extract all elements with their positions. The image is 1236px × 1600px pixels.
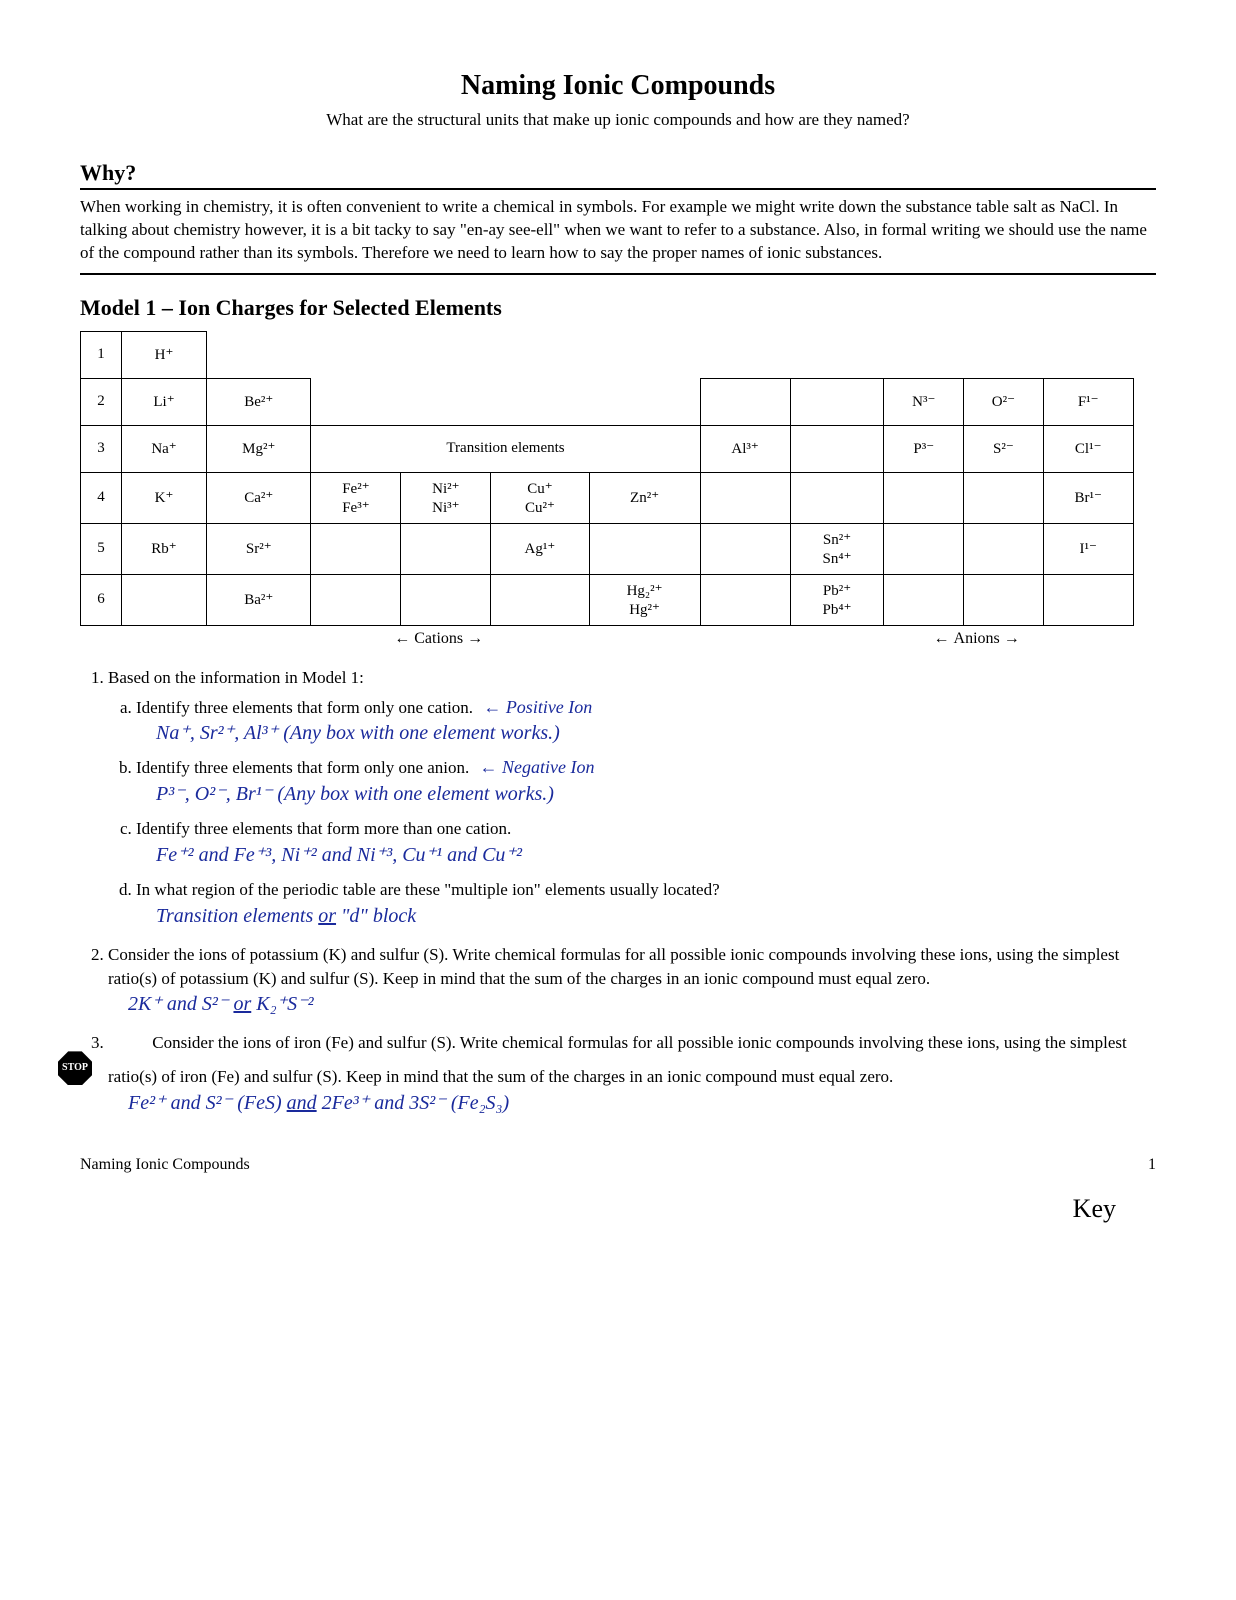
page-title: Naming Ionic Compounds bbox=[80, 70, 1156, 102]
footer-left: Naming Ionic Compounds bbox=[80, 1156, 250, 1174]
q3-answer: Fe²⁺ and S²⁻ (FeS) and 2Fe³⁺ and 3S²⁻ (F… bbox=[128, 1091, 1156, 1116]
q1b-answer: P³⁻, O²⁻, Br¹⁻ (Any box with one element… bbox=[156, 782, 1156, 807]
why-heading: Why? bbox=[80, 160, 1156, 190]
cations-anions-labels: Cations Anions bbox=[80, 630, 1156, 648]
ion-table: 1H⁺2Li⁺Be²⁺N³⁻O²⁻F¹⁻3Na⁺Mg²⁺Transition e… bbox=[80, 331, 1156, 626]
footer-right: 1 bbox=[1148, 1156, 1156, 1174]
q1b-note: ← Negative Ion bbox=[480, 757, 595, 777]
subtitle: What are the structural units that make … bbox=[80, 110, 1156, 130]
q1a: Identify three elements that form only o… bbox=[136, 698, 473, 717]
q2-answer: 2K⁺ and S²⁻ or K₂⁺S⁻² bbox=[128, 992, 1156, 1017]
q1a-answer: Na⁺, Sr²⁺, Al³⁺ (Any box with one elemen… bbox=[156, 721, 1156, 746]
footer: Naming Ionic Compounds 1 bbox=[80, 1156, 1156, 1174]
q1d-answer: Transition elements or "d" block bbox=[156, 904, 1156, 929]
q1c-answer: Fe⁺² and Fe⁺³, Ni⁺² and Ni⁺³, Cu⁺¹ and C… bbox=[156, 843, 1156, 868]
questions: Based on the information in Model 1: Ide… bbox=[80, 666, 1156, 1116]
q1d: In what region of the periodic table are… bbox=[136, 880, 720, 899]
key-label: Key bbox=[80, 1194, 1156, 1224]
why-body: When working in chemistry, it is often c… bbox=[80, 190, 1156, 275]
q1-intro: Based on the information in Model 1: bbox=[108, 668, 364, 687]
model-heading: Model 1 – Ion Charges for Selected Eleme… bbox=[80, 295, 1156, 321]
q2: Consider the ions of potassium (K) and s… bbox=[108, 945, 1119, 988]
q1a-note: ← Positive Ion bbox=[483, 697, 592, 717]
q1c: Identify three elements that form more t… bbox=[136, 819, 511, 838]
q1b: Identify three elements that form only o… bbox=[136, 758, 469, 777]
stop-icon: STOP bbox=[58, 1051, 92, 1085]
q3: Consider the ions of iron (Fe) and sulfu… bbox=[108, 1033, 1127, 1086]
